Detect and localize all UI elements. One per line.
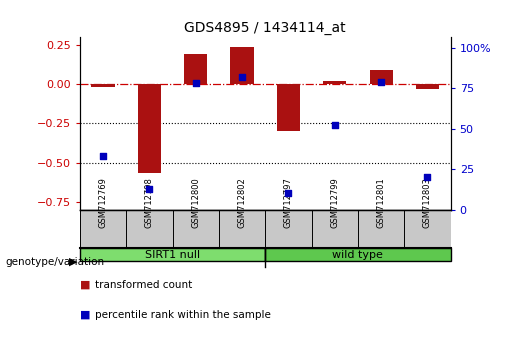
Text: GSM712803: GSM712803 xyxy=(423,177,432,228)
Text: percentile rank within the sample: percentile rank within the sample xyxy=(95,310,271,320)
Bar xyxy=(265,248,451,261)
Bar xyxy=(323,81,346,84)
Text: GSM712802: GSM712802 xyxy=(237,177,247,228)
Text: GSM712801: GSM712801 xyxy=(376,177,386,228)
Point xyxy=(331,123,339,129)
Bar xyxy=(231,47,253,84)
Title: GDS4895 / 1434114_at: GDS4895 / 1434114_at xyxy=(184,21,346,35)
Text: wild type: wild type xyxy=(333,250,383,259)
Point xyxy=(145,185,153,191)
Text: transformed count: transformed count xyxy=(95,280,193,290)
Text: genotype/variation: genotype/variation xyxy=(5,257,104,267)
Point xyxy=(284,190,293,196)
Bar xyxy=(369,70,392,84)
Text: ▶: ▶ xyxy=(68,257,77,267)
Bar xyxy=(416,84,439,89)
Text: SIRT1 null: SIRT1 null xyxy=(145,250,200,259)
Text: ■: ■ xyxy=(80,310,90,320)
Text: GSM712799: GSM712799 xyxy=(330,177,339,228)
Bar xyxy=(80,248,265,261)
Bar xyxy=(277,84,300,131)
Bar xyxy=(92,84,114,87)
Bar xyxy=(184,55,207,84)
Point xyxy=(377,79,385,85)
Text: GSM712797: GSM712797 xyxy=(284,177,293,228)
Point xyxy=(423,175,432,180)
Text: GSM712798: GSM712798 xyxy=(145,177,154,228)
Text: ■: ■ xyxy=(80,280,90,290)
Point xyxy=(238,74,246,80)
Bar xyxy=(138,84,161,173)
Point xyxy=(192,81,200,86)
Text: GSM712769: GSM712769 xyxy=(98,177,108,228)
Text: GSM712800: GSM712800 xyxy=(191,177,200,228)
Point xyxy=(99,153,107,159)
